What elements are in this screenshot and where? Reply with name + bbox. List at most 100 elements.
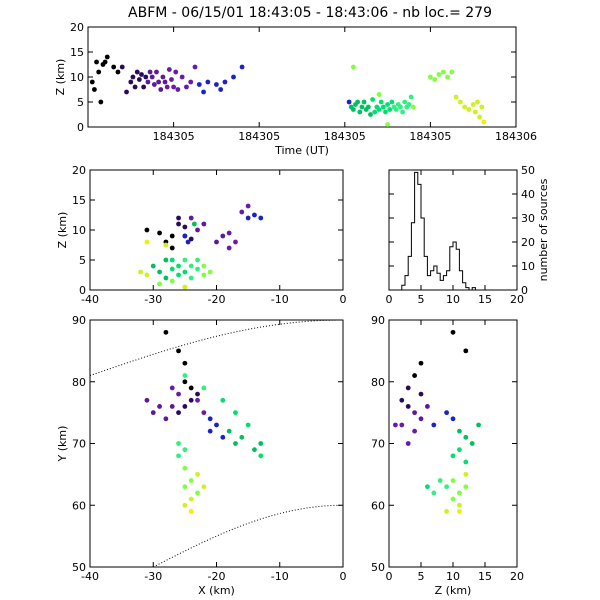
data-point xyxy=(147,69,153,75)
data-point xyxy=(239,209,245,215)
data-point xyxy=(418,360,424,366)
data-point xyxy=(104,54,110,60)
data-point xyxy=(378,99,384,105)
data-point xyxy=(102,59,108,65)
data-point xyxy=(431,490,437,496)
data-point xyxy=(154,69,159,75)
data-point xyxy=(163,242,169,248)
data-point xyxy=(150,410,156,416)
data-point xyxy=(169,266,175,272)
data-point xyxy=(176,272,181,278)
data-point xyxy=(164,84,170,90)
data-point xyxy=(201,89,206,95)
data-point xyxy=(138,269,144,275)
data-point xyxy=(355,99,361,105)
y-tick-label: 10 xyxy=(70,71,84,84)
data-point xyxy=(163,257,169,263)
data-point xyxy=(201,272,207,278)
data-point xyxy=(233,239,238,245)
data-point xyxy=(205,79,211,85)
data-point xyxy=(383,109,388,115)
data-point xyxy=(182,224,188,230)
data-point xyxy=(157,281,162,287)
data-point xyxy=(169,385,175,391)
data-point xyxy=(477,114,483,120)
data-point xyxy=(476,422,481,428)
panel-xz: -40 -30 -20 -10 0 0 5 10 15 20 Z (km) xyxy=(56,164,347,306)
x-axis-label: Time (UT) xyxy=(274,144,329,157)
y-tick-label: 5 xyxy=(77,96,84,109)
y-tick-label: 80 xyxy=(72,376,86,389)
data-point xyxy=(195,266,200,272)
data-point xyxy=(179,74,185,80)
panel-zy: 0 5 10 15 20 50 60 70 80 90 Z (km) xyxy=(371,314,524,597)
data-point xyxy=(479,104,485,110)
data-point xyxy=(176,453,181,459)
data-point xyxy=(463,459,469,465)
data-point xyxy=(361,99,367,105)
data-point xyxy=(252,447,257,453)
data-point xyxy=(158,87,164,92)
x-tick-label: 15 xyxy=(478,570,492,583)
data-point xyxy=(368,112,373,117)
x-tick-label: -20 xyxy=(208,293,226,306)
data-point xyxy=(96,69,102,75)
data-point xyxy=(214,239,219,245)
x-tick-label: 20 xyxy=(510,293,524,306)
data-point xyxy=(188,509,194,514)
data-point xyxy=(115,69,121,75)
x-tick-label: 15 xyxy=(478,293,492,306)
y-tick-label: 5 xyxy=(79,254,86,267)
data-point xyxy=(387,107,393,112)
data-point xyxy=(182,484,188,490)
data-point xyxy=(207,416,213,422)
y-axis-label: Z (km) xyxy=(54,59,67,96)
data-point xyxy=(245,215,251,221)
data-point xyxy=(258,453,264,459)
data-point xyxy=(408,94,414,100)
data-point xyxy=(98,99,104,105)
data-point xyxy=(233,410,238,416)
data-point xyxy=(412,373,417,378)
x-tick-label: 0 xyxy=(386,570,393,583)
data-point xyxy=(144,227,150,233)
y-tick-label: 15 xyxy=(72,194,86,207)
data-point xyxy=(185,239,191,245)
data-point xyxy=(453,94,459,100)
data-point xyxy=(462,104,468,110)
x-tick-label: -30 xyxy=(144,570,162,583)
data-point xyxy=(389,99,395,105)
data-point xyxy=(173,69,179,75)
data-point xyxy=(412,410,417,416)
data-point xyxy=(450,453,456,459)
data-point xyxy=(171,84,177,90)
data-point xyxy=(466,107,472,112)
y-tick-label: 30 xyxy=(521,212,535,225)
data-point xyxy=(195,397,200,403)
data-point xyxy=(182,379,188,385)
y-tick-label: 10 xyxy=(72,224,86,237)
data-point xyxy=(188,79,194,85)
data-point xyxy=(380,104,386,110)
data-point xyxy=(444,509,449,514)
x-tick-label: 0 xyxy=(340,293,347,306)
range-arc-upper xyxy=(89,319,344,377)
data-point xyxy=(156,79,162,85)
data-point xyxy=(457,99,463,105)
data-point xyxy=(437,478,443,483)
data-point xyxy=(359,104,365,110)
data-point xyxy=(132,84,138,90)
data-point xyxy=(245,422,251,428)
data-point xyxy=(89,79,95,85)
data-point xyxy=(432,77,438,82)
data-point xyxy=(400,109,405,115)
y-tick-label: 50 xyxy=(521,164,535,177)
x-axis-label: X (km) xyxy=(198,584,235,597)
plots: 184305 184305 184305 184305 184306 0 5 10 15 20 Ti… xyxy=(54,21,550,597)
data-point xyxy=(188,397,194,403)
data-point xyxy=(151,82,157,87)
x-tick-label: 10 xyxy=(446,293,460,306)
y-axis-label: Z (km) xyxy=(56,212,69,249)
data-point xyxy=(405,441,411,446)
